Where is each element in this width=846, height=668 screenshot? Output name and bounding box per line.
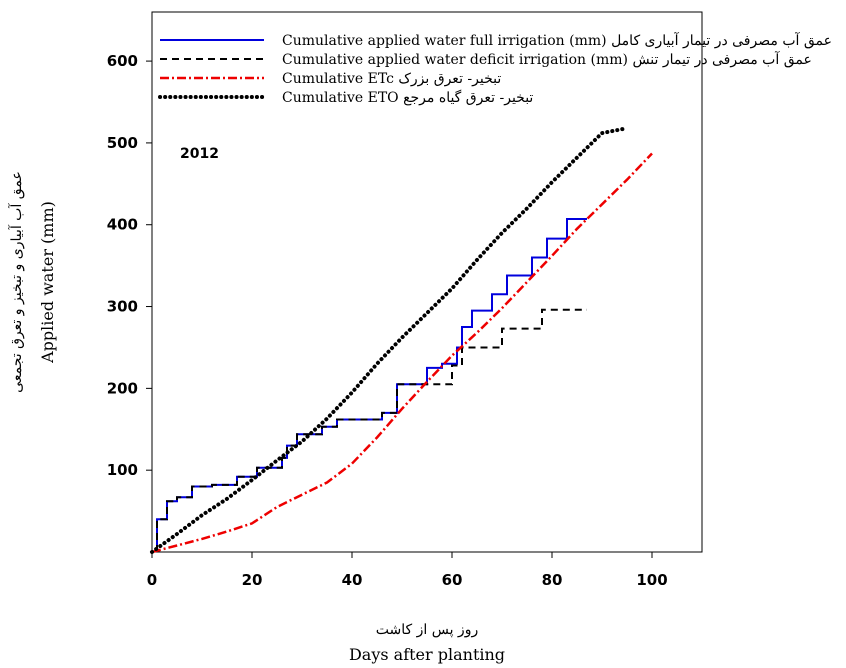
y-tick-label: 400 (107, 216, 138, 234)
series-line-2 (156, 308, 587, 552)
y-axis-title: Applied water (mm) (38, 201, 57, 364)
x-axis-title: Days after planting (349, 645, 505, 664)
x-tick-label: 20 (242, 571, 263, 589)
axis-ticks: 0 20 40 60 80 100 100 200 300 400 500 600 (107, 52, 668, 589)
legend-label-3: Cumulative ETc تبخیر- تعرق بزرک (282, 71, 501, 87)
y-tick-label: 100 (107, 461, 138, 479)
legend-label-4: Cumulative ETO تبخیر- تعرق گیاه مرجع (282, 89, 533, 106)
x-tick-label: 0 (147, 571, 157, 589)
x-tick-label: 60 (442, 571, 463, 589)
y-tick-label: 300 (107, 298, 138, 316)
x-tick-label: 40 (342, 571, 363, 589)
legend: Cumulative applied water full irrigation… (158, 31, 832, 106)
year-annotation: 2012 (180, 146, 219, 162)
y-tick-label: 200 (107, 379, 138, 397)
y-tick-label: 600 (107, 52, 138, 70)
series-line-4 (150, 126, 629, 554)
y-tick-label: 500 (107, 134, 138, 152)
x-tick-label: 100 (636, 571, 667, 589)
series-layer (150, 126, 653, 554)
plot-frame (151, 11, 703, 553)
legend-label-1: Cumulative applied water full irrigation… (282, 31, 832, 49)
legend-label-2: Cumulative applied water deficit irrigat… (282, 50, 812, 68)
x-axis-title-fa: روز پس از کاشت (376, 622, 478, 638)
y-axis-title-fa: عمق آب آبیاری و تبخیز و تعرق تجمعی (7, 171, 25, 393)
series-line-3 (151, 152, 653, 554)
x-tick-label: 80 (542, 571, 563, 589)
